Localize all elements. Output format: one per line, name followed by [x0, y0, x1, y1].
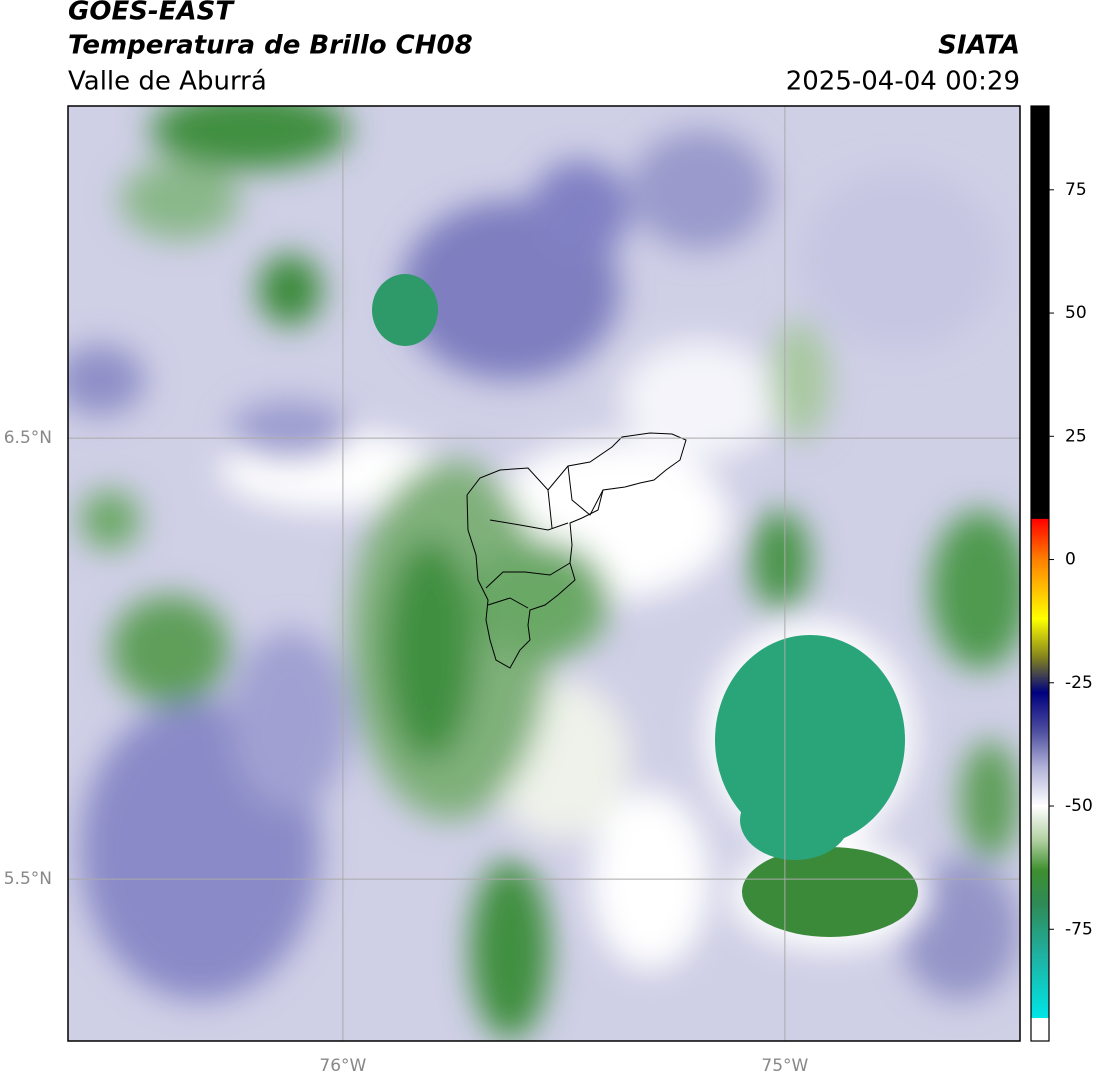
colorbar-tick-label: -25 — [1065, 673, 1093, 693]
colorbar-tick-label: 50 — [1065, 303, 1087, 323]
colorbar-tick-label: 25 — [1065, 426, 1087, 446]
colorbar-tick-label: -50 — [1065, 796, 1093, 816]
product-title: Temperatura de Brillo CH08 — [68, 31, 473, 61]
source-label: SIATA — [938, 31, 1020, 61]
colorbar-tick-label: -75 — [1065, 919, 1093, 939]
colorbar-scale — [1031, 106, 1049, 1018]
colorbar-frame — [1030, 105, 1050, 1042]
y-tick-label: 5.5°N — [4, 869, 52, 889]
y-tick-label: 6.5°N — [4, 428, 52, 448]
colorbar-under — [1031, 1018, 1049, 1041]
graticule — [68, 106, 1020, 1041]
region-label: Valle de Aburrá — [68, 67, 267, 97]
colorbar: -75 -50 -25 0 25 50 75 — [1030, 105, 1093, 1042]
datetime-label: 2025-04-04 00:29 — [786, 67, 1020, 97]
x-tick-label: 75°W — [761, 1056, 808, 1076]
colorbar-tick-label: 75 — [1065, 180, 1087, 200]
x-tick-label: 76°W — [319, 1056, 366, 1076]
colorbar-tick-label: 0 — [1065, 550, 1076, 570]
brightness-field — [68, 106, 1020, 1041]
map-frame — [67, 105, 1021, 1042]
satellite-title: GOES-EAST — [68, 0, 235, 27]
